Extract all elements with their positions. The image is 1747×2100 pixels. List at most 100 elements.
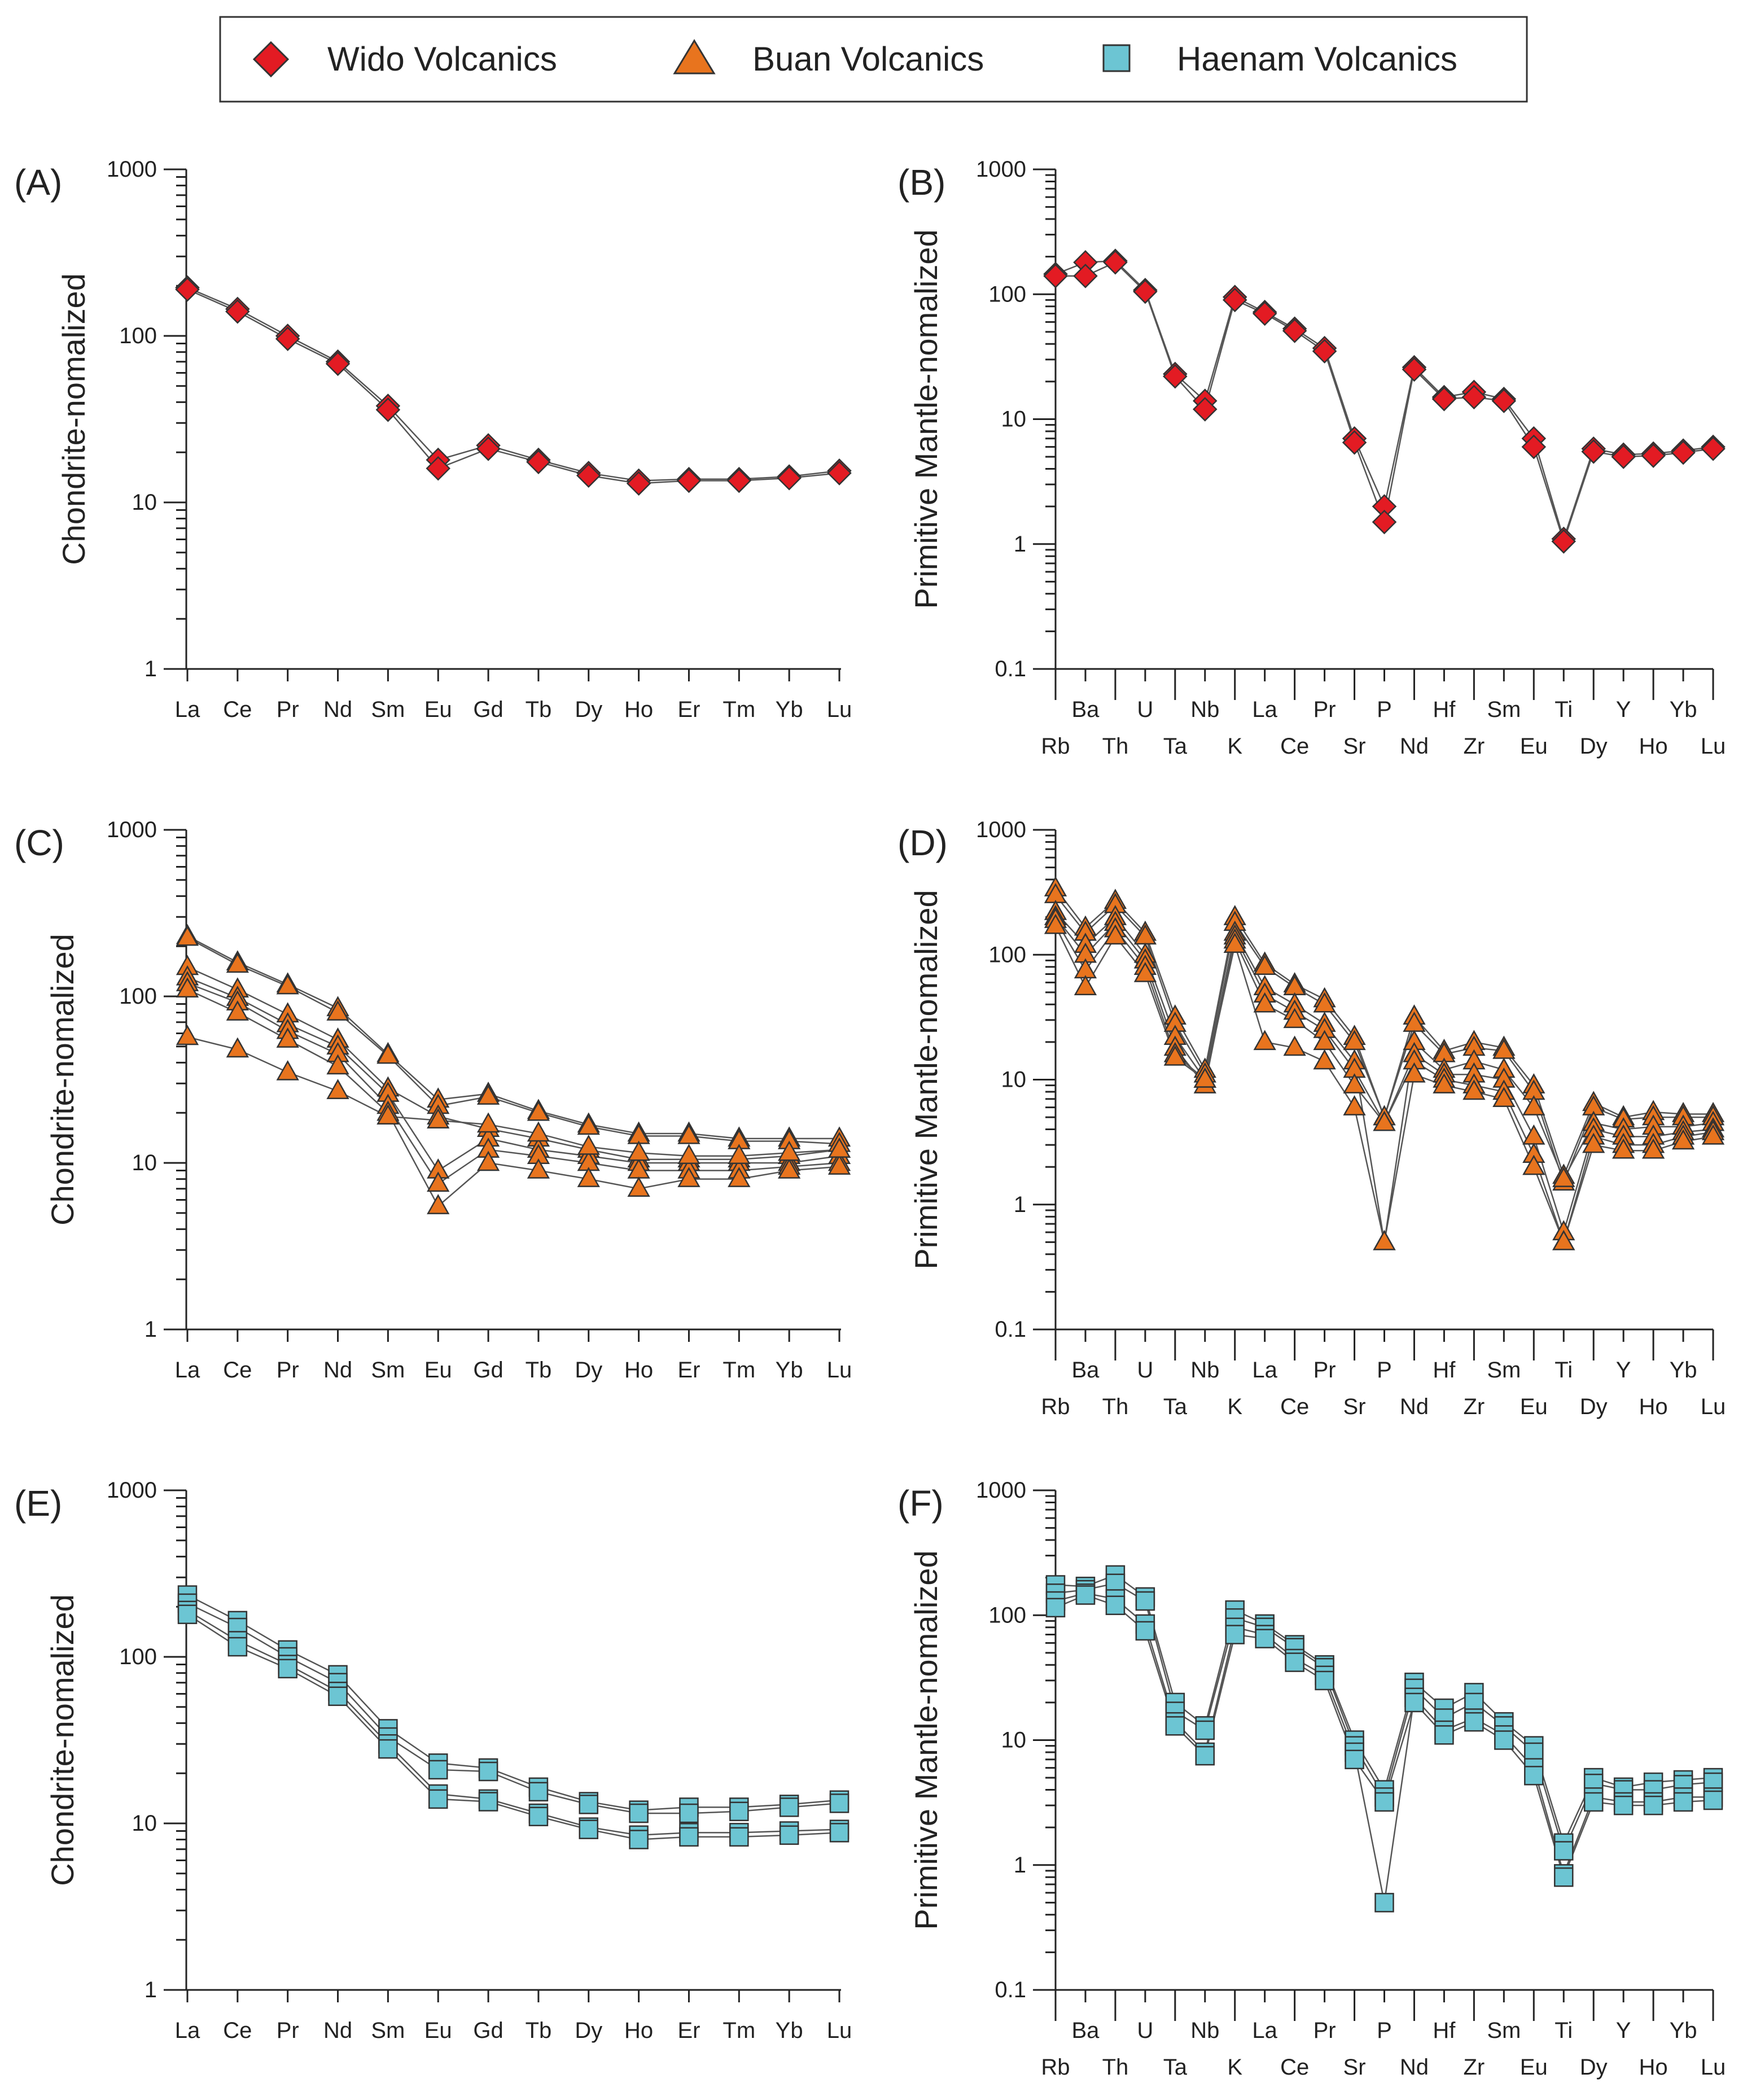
data-point-square — [629, 1830, 649, 1849]
data-point-triangle — [728, 1144, 751, 1165]
data-point-triangle — [1253, 955, 1276, 975]
data-point-square — [1255, 1629, 1275, 1648]
x-tick-label: Ce — [223, 2018, 252, 2043]
data-point-square — [1195, 1745, 1215, 1766]
data-point-triangle — [577, 1134, 600, 1155]
x-tick-label: La — [1252, 2018, 1277, 2043]
panel-label: (E) — [14, 1483, 62, 1524]
data-point-square — [729, 1827, 749, 1847]
data-point-square — [478, 1792, 498, 1812]
data-point-diamond — [1073, 264, 1098, 288]
data-point-square — [1583, 1792, 1604, 1812]
data-point-square — [729, 1801, 749, 1822]
series-line — [1055, 887, 1713, 1178]
data-point-diamond — [1491, 388, 1517, 413]
data-point-triangle — [1463, 1079, 1486, 1100]
series-group — [1045, 1565, 1723, 1913]
data-point-square — [679, 1803, 699, 1823]
x-tick-label: La — [1252, 1358, 1277, 1383]
y-tick-label: 100 — [988, 942, 1026, 967]
data-point-diamond — [1133, 279, 1158, 304]
panel-label: (C) — [14, 823, 64, 863]
series-line — [187, 1602, 840, 1814]
x-tick-label: Ta — [1163, 1394, 1188, 1419]
data-point-diamond — [1103, 250, 1128, 275]
data-point-square — [328, 1686, 348, 1707]
data-point-diamond — [1641, 443, 1666, 468]
data-point-square — [1135, 1621, 1155, 1641]
x-tick-label: U — [1137, 2018, 1153, 2043]
data-point-triangle — [827, 1154, 851, 1175]
x-tick-label: Dy — [575, 2018, 602, 2043]
x-tick-label: Sm — [371, 697, 405, 722]
x-tick-label: Zr — [1463, 734, 1485, 759]
legend: Wido Volcanics Buan Volcanics Haenam Vol… — [219, 16, 1528, 103]
y-tick-label: 1 — [145, 657, 157, 681]
series-line — [187, 287, 840, 482]
legend-label-buan: Buan Volcanics — [752, 40, 984, 78]
data-point-triangle — [827, 1138, 851, 1158]
x-tick-label: Hf — [1433, 1358, 1456, 1383]
data-point-triangle — [427, 1171, 450, 1192]
x-tick-label: U — [1137, 697, 1153, 722]
x-tick-label: Ti — [1555, 1358, 1573, 1383]
data-point-triangle — [176, 925, 199, 946]
x-tick-label: P — [1377, 697, 1392, 722]
data-point-triangle — [1701, 1124, 1725, 1145]
x-tick-label: Rb — [1041, 734, 1070, 759]
data-point-square — [779, 1797, 799, 1817]
x-tick-label: Ba — [1071, 697, 1100, 722]
data-point-triangle — [677, 1123, 700, 1144]
y-tick-label: 10 — [132, 490, 157, 515]
data-point-square — [1613, 1795, 1634, 1815]
x-tick-label: Eu — [424, 1358, 452, 1383]
data-point-diamond — [1461, 384, 1487, 410]
chart-panel-f: (F) Primitive Mantle-nomalized 1000 100 10 1 0… — [897, 1478, 1726, 2080]
data-point-square — [278, 1659, 297, 1679]
data-point-triangle — [376, 1043, 400, 1064]
data-point-diamond — [375, 397, 401, 422]
data-point-square — [1374, 1792, 1394, 1812]
y-tick-label: 100 — [119, 984, 157, 1009]
x-tick-label: Lu — [1701, 734, 1726, 759]
panel-label: (A) — [14, 162, 62, 203]
data-point-diamond — [1193, 397, 1218, 422]
data-point-square — [428, 1789, 448, 1809]
data-point-square — [227, 1637, 248, 1657]
data-point-square — [579, 1795, 599, 1814]
x-tick-label: Lu — [1701, 1394, 1726, 1419]
x-tick-label: Ho — [624, 697, 653, 722]
x-tick-label: Sr — [1343, 2055, 1366, 2080]
x-tick-label: Yb — [1670, 2018, 1697, 2043]
x-tick-label: La — [175, 1358, 200, 1383]
y-tick-label: 100 — [119, 323, 157, 348]
data-point-square — [1075, 1585, 1096, 1605]
data-point-square — [528, 1806, 549, 1827]
y-axis-label: Chondrite-nomalized — [45, 934, 80, 1226]
x-tick-label: Ho — [624, 1358, 653, 1383]
y-tick-label: 1000 — [107, 1478, 157, 1503]
data-point-triangle — [527, 1121, 550, 1142]
x-tick-label: Pr — [1313, 2018, 1336, 2043]
data-point-triangle — [176, 977, 199, 998]
data-point-diamond — [1402, 357, 1427, 382]
x-tick-label: Tm — [723, 1358, 755, 1383]
data-point-square — [1643, 1795, 1663, 1815]
data-point-diamond — [526, 449, 551, 475]
x-tick-label: Pr — [1313, 697, 1336, 722]
data-point-triangle — [1283, 1008, 1306, 1029]
data-point-triangle — [1433, 1073, 1456, 1093]
chart-panel-b: (B) Primitive Mantle-nomalized 1000 100 10 1 0… — [897, 157, 1726, 759]
data-point-triangle — [627, 1140, 650, 1161]
data-point-triangle — [427, 1108, 450, 1128]
x-tick-label: Ce — [1280, 734, 1309, 759]
x-tick-label: Sm — [371, 1358, 405, 1383]
x-tick-label: Yb — [1670, 697, 1697, 722]
y-tick-label: 1000 — [976, 817, 1026, 842]
chart-panel-c: (C) Chondrite-nomalized 1000 100 10 1 La Ce Pr Nd… — [14, 817, 852, 1383]
series-group — [177, 1585, 850, 1849]
x-tick-label: Gd — [473, 1358, 503, 1383]
data-point-triangle — [1253, 992, 1276, 1013]
y-tick-label: 1 — [145, 1317, 157, 1342]
x-tick-label: Sm — [1487, 697, 1521, 722]
